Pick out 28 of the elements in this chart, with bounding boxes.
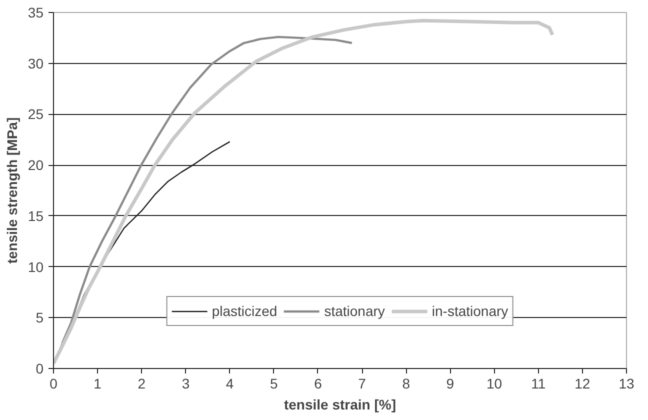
line-series [54,18,554,366]
y-tick-label: 5 [36,310,44,326]
x-tick-label: 4 [226,376,234,392]
x-tick-label: 3 [182,376,190,392]
legend-label: in-stationary [432,303,508,319]
y-tick-label: 25 [28,106,44,122]
x-tick-label: 9 [446,376,454,392]
x-tick-label: 0 [50,376,58,392]
y-tick-label: 35 [28,4,44,20]
x-tick-label: 13 [618,376,634,392]
x-tick-label: 10 [486,376,502,392]
legend-label: plasticized [212,303,278,319]
x-tick-label: 1 [94,376,102,392]
y-axis-title: tensile strength [MPa] [4,117,20,264]
y-tick-label: 30 [28,55,44,72]
x-tick-label: 12 [574,376,590,392]
y-tick-label: 0 [36,360,44,376]
x-tick-label: 2 [138,376,146,392]
x-axis-title: tensile strain [%] [284,396,396,412]
y-tick-label: 15 [28,208,44,224]
y-tick-label: 20 [28,157,44,174]
x-tick-label: 11 [531,376,546,392]
x-tick-label: 5 [270,376,278,392]
x-tick-label: 8 [402,376,410,392]
x-tick-label: 6 [314,376,322,392]
legend-label: stationary [324,303,385,319]
y-tick-label: 10 [28,258,44,275]
x-tick-label: 7 [358,376,366,392]
